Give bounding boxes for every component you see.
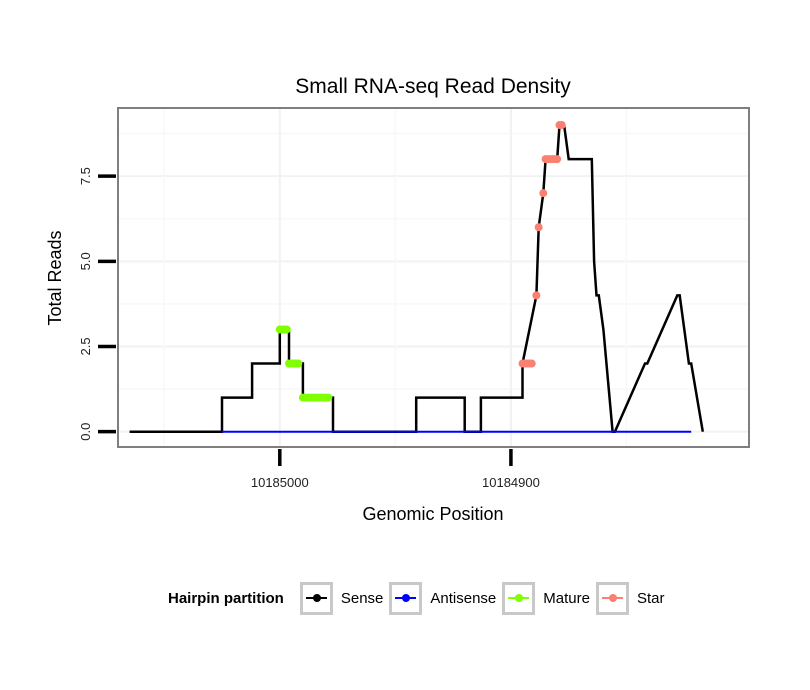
series-layer — [129, 121, 705, 433]
legend-item-antisense: Antisense — [389, 581, 497, 615]
data-point-star — [532, 291, 541, 300]
x-axis-title: Genomic Position — [362, 504, 503, 524]
legend-point — [312, 593, 321, 602]
x-axis: 10185000 10184900 — [251, 449, 540, 490]
legend-key-icon — [299, 581, 333, 615]
data-point-star — [539, 189, 548, 198]
legend-label: Mature — [543, 589, 590, 607]
data-point-star — [553, 155, 562, 164]
plot-panel — [118, 108, 749, 447]
y-tick-label: 5.0 — [78, 252, 93, 270]
legend-point — [402, 593, 411, 602]
y-tick-label: 7.5 — [78, 167, 93, 185]
legend-label: Star — [636, 589, 665, 607]
legend-point — [515, 593, 524, 602]
data-point-star — [527, 359, 536, 368]
legend-label: Sense — [340, 589, 384, 607]
chart-title: Small RNA-seq Read Density — [295, 75, 571, 98]
legend-key-icon — [502, 581, 536, 615]
data-point-mature — [324, 393, 333, 402]
y-tick-label: 0.0 — [78, 423, 93, 441]
y-axis: 0.0 2.5 5.0 7.5 — [78, 167, 116, 441]
y-axis-title: Total Reads — [45, 230, 65, 325]
legend-item-mature: Mature — [502, 581, 590, 615]
legend-point — [608, 593, 617, 602]
legend-label: Antisense — [430, 589, 497, 607]
data-point-mature — [282, 325, 291, 334]
legend: Hairpin partition Sense Antisense Mature St… — [168, 580, 670, 616]
legend-key-icon — [389, 581, 423, 615]
legend-title: Hairpin partition — [168, 589, 284, 607]
plot-border — [117, 107, 750, 448]
x-tick-label: 10184900 — [482, 475, 540, 490]
y-tick-label: 2.5 — [78, 337, 93, 355]
legend-key-icon — [595, 581, 629, 615]
legend-item-star: Star — [595, 581, 665, 615]
data-point-star — [534, 223, 543, 232]
data-point-star — [557, 121, 566, 130]
x-tick-label: 10185000 — [251, 475, 309, 490]
data-point-mature — [294, 359, 303, 368]
legend-item-sense: Sense — [299, 581, 384, 615]
legend-items: Sense Antisense Mature Star — [299, 581, 671, 615]
